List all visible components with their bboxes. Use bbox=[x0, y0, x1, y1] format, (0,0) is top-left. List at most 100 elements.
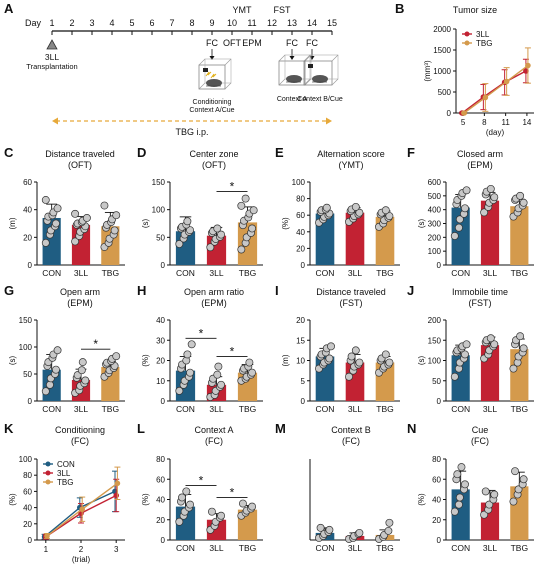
chart-title: Open arm ratio bbox=[184, 287, 244, 297]
chart-title: Context B bbox=[331, 425, 371, 435]
legend-label: 3LL bbox=[476, 30, 490, 39]
panel-letter: B bbox=[395, 1, 404, 16]
data-point bbox=[213, 370, 222, 379]
chart-title: Open arm bbox=[60, 287, 100, 297]
data-point bbox=[110, 226, 119, 235]
data-point bbox=[237, 201, 246, 210]
chart-subtitle: (FC) bbox=[342, 436, 360, 446]
data-point bbox=[345, 372, 353, 381]
significance-star: * bbox=[230, 345, 235, 359]
panel-letter: K bbox=[4, 421, 14, 436]
chart-subtitle: (EPM) bbox=[67, 298, 93, 308]
data-point bbox=[516, 191, 525, 200]
test-label: FC bbox=[286, 38, 298, 48]
x-tick-label: 3LL bbox=[483, 268, 497, 278]
data-point bbox=[482, 94, 489, 101]
x-tick-label: 2 bbox=[79, 545, 84, 554]
y-tick-label: 2000 bbox=[433, 25, 451, 34]
panel-i: I Distance traveled(FST) 0 5 10 15 20 (m) CON 3LL… bbox=[275, 283, 400, 414]
transplant-label: 3LL bbox=[45, 52, 59, 62]
context-label: Context A bbox=[277, 96, 308, 103]
y-tick-label: 600 bbox=[428, 178, 442, 187]
significance-star: * bbox=[199, 473, 204, 487]
data-point bbox=[327, 342, 335, 351]
test-label: OFT bbox=[223, 38, 241, 48]
panel-d: D Center zone(OFT) 0 50 100 150 (s) CON 3LL TBG * bbox=[137, 145, 263, 278]
y-axis-label: (m) bbox=[8, 217, 17, 229]
y-tick-label: 60 bbox=[432, 475, 441, 484]
data-point bbox=[454, 223, 463, 232]
data-point bbox=[78, 358, 87, 367]
panel-letter: I bbox=[275, 283, 279, 298]
data-point bbox=[322, 203, 331, 212]
data-point bbox=[183, 350, 192, 359]
day-number: 15 bbox=[327, 18, 337, 28]
data-point bbox=[450, 372, 459, 381]
data-point bbox=[351, 202, 360, 211]
data-point bbox=[237, 245, 246, 254]
chamber-front bbox=[278, 60, 306, 86]
data-point bbox=[241, 194, 250, 203]
y-tick-label: 20 bbox=[156, 357, 165, 366]
chart-subtitle: (OFT) bbox=[202, 160, 226, 170]
day-number: 9 bbox=[209, 18, 214, 28]
data-point bbox=[175, 386, 184, 395]
y-tick-label: 0 bbox=[28, 536, 33, 545]
x-tick-label: 8 bbox=[482, 118, 487, 127]
x-tick-label: TBG bbox=[511, 268, 528, 278]
chamber-edge bbox=[278, 78, 286, 86]
data-point bbox=[45, 380, 54, 389]
data-point bbox=[453, 470, 462, 479]
y-tick-label: 80 bbox=[156, 455, 165, 464]
context-label: Context A/Cue bbox=[189, 107, 234, 114]
chart-title: Tumor size bbox=[453, 5, 497, 15]
legend-marker bbox=[464, 40, 470, 46]
legend-label: TBG bbox=[57, 478, 73, 487]
data-point bbox=[381, 350, 390, 359]
x-tick-label: CON bbox=[451, 404, 470, 414]
x-tick-label: CON bbox=[176, 404, 195, 414]
x-tick-label: 1 bbox=[44, 545, 49, 554]
day-number: 14 bbox=[307, 18, 317, 28]
data-point bbox=[523, 68, 529, 74]
data-point bbox=[485, 500, 494, 509]
data-point bbox=[175, 240, 184, 248]
x-tick-label: 5 bbox=[461, 118, 466, 127]
day-number: 1 bbox=[49, 18, 54, 28]
data-point bbox=[41, 196, 50, 204]
y-tick-label: 0 bbox=[447, 109, 452, 118]
test-label: FC bbox=[306, 38, 318, 48]
data-point bbox=[238, 499, 247, 508]
y-tick-label: 20 bbox=[296, 316, 305, 325]
data-point bbox=[450, 231, 459, 240]
y-tick-label: 0 bbox=[161, 397, 166, 406]
mouse-icon bbox=[206, 79, 222, 87]
x-tick-label: TBG bbox=[376, 268, 393, 278]
panel-f: F Closed arm(EPM) 0 100 200 300 400 500 600 (s) CO… bbox=[407, 145, 534, 278]
legend-label: TBG bbox=[476, 39, 492, 48]
y-tick-label: 500 bbox=[428, 192, 442, 201]
data-point bbox=[217, 511, 226, 520]
chart-subtitle: (FC) bbox=[71, 436, 89, 446]
shock-icon bbox=[205, 71, 212, 77]
treatment-label: TBG i.p. bbox=[175, 127, 208, 137]
data-point bbox=[461, 480, 469, 489]
panel-c: C Distance traveled(OFT) 0 20 40 60 (m) CON 3LL T… bbox=[4, 145, 125, 278]
y-axis-label: (s) bbox=[8, 356, 17, 366]
data-point bbox=[206, 243, 215, 252]
data-point bbox=[385, 212, 394, 220]
data-point bbox=[186, 226, 195, 235]
y-tick-label: 40 bbox=[23, 206, 32, 215]
y-tick-label: 150 bbox=[152, 178, 166, 187]
y-tick-label: 100 bbox=[19, 343, 33, 352]
data-point bbox=[112, 352, 121, 361]
x-tick-label: 3LL bbox=[483, 543, 497, 553]
data-point bbox=[178, 493, 186, 502]
bar bbox=[510, 206, 529, 265]
day-number: 13 bbox=[287, 18, 297, 28]
day-number: 2 bbox=[69, 18, 74, 28]
y-tick-label: 60 bbox=[156, 475, 165, 484]
y-axis-label: (%) bbox=[417, 493, 426, 506]
